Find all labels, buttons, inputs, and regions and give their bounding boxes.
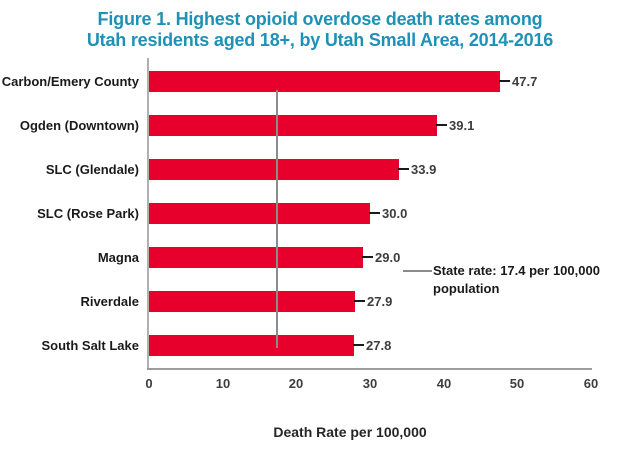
state-rate-annotation: State rate: 17.4 per 100,000 population bbox=[433, 262, 600, 298]
state-rate-legend-key-line bbox=[403, 270, 432, 272]
bar bbox=[149, 247, 363, 268]
bar-value-leader-dash bbox=[353, 344, 364, 346]
x-tick-label: 40 bbox=[436, 376, 452, 391]
bar-value-label: 33.9 bbox=[411, 162, 437, 177]
bar-value-leader-dash bbox=[354, 300, 365, 302]
state-rate-annotation-line2: population bbox=[433, 281, 500, 296]
state-rate-reference-line bbox=[276, 90, 278, 348]
bar-value-leader-dash bbox=[398, 168, 409, 170]
x-tick-label: 0 bbox=[145, 376, 153, 391]
figure-title-line2: Utah residents aged 18+, by Utah Small A… bbox=[86, 30, 554, 50]
category-label: South Salt Lake bbox=[41, 338, 139, 353]
x-tick-label: 10 bbox=[215, 376, 231, 391]
bar bbox=[149, 159, 399, 180]
bar bbox=[149, 291, 355, 312]
x-tick-label: 50 bbox=[509, 376, 525, 391]
x-axis-ticks: 0 10 20 30 40 50 60 bbox=[145, 376, 598, 394]
bar-value-leader-dash bbox=[369, 212, 380, 214]
bar bbox=[149, 71, 500, 92]
category-label: SLC (Glendale) bbox=[45, 162, 139, 177]
bar-value-label: 29.0 bbox=[375, 250, 401, 265]
state-rate-annotation-line1: State rate: 17.4 per 100,000 bbox=[433, 263, 600, 278]
x-tick-label: 20 bbox=[288, 376, 304, 391]
bar-value-leader-dash bbox=[499, 80, 510, 82]
category-label: Riverdale bbox=[80, 294, 139, 309]
bar-value-leader-dash bbox=[436, 124, 447, 126]
bars-plot-area: 47.7 39.1 33.9 30.0 29.0 27.9 27.8 bbox=[149, 60, 591, 368]
y-axis-line bbox=[147, 58, 149, 370]
bar-value-label: 27.8 bbox=[366, 338, 392, 353]
bar bbox=[149, 203, 370, 224]
category-label: Carbon/Emery County bbox=[1, 74, 139, 89]
x-axis-title: Death Rate per 100,000 bbox=[273, 424, 427, 440]
bar-value-label: 39.1 bbox=[449, 118, 475, 133]
bar bbox=[149, 115, 437, 136]
bar-value-label: 47.7 bbox=[512, 74, 538, 89]
category-label: SLC (Rose Park) bbox=[37, 206, 139, 221]
figure-title-line1: Figure 1. Highest opioid overdose death … bbox=[97, 9, 543, 29]
bar-value-label: 27.9 bbox=[367, 294, 393, 309]
category-axis-labels: Carbon/Emery County Ogden (Downtown) SLC (… bbox=[0, 60, 141, 368]
x-tick-label: 30 bbox=[362, 376, 378, 391]
category-label: Ogden (Downtown) bbox=[19, 118, 139, 133]
bar-value-label: 30.0 bbox=[382, 206, 408, 221]
x-tick-label: 60 bbox=[583, 376, 599, 391]
bar-value-leader-dash bbox=[362, 256, 373, 258]
figure-title: Figure 1. Highest opioid overdose death … bbox=[0, 9, 640, 51]
x-axis-line bbox=[147, 368, 592, 370]
category-label: Magna bbox=[97, 250, 139, 265]
bar bbox=[149, 335, 354, 356]
